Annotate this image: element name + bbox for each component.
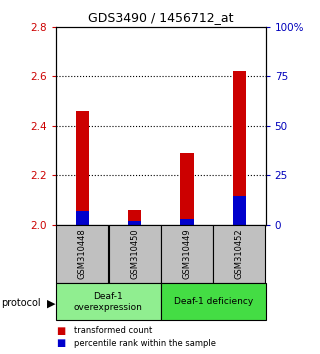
Title: GDS3490 / 1456712_at: GDS3490 / 1456712_at	[88, 11, 234, 24]
Text: ■: ■	[56, 326, 65, 336]
Text: ■: ■	[56, 338, 65, 348]
Bar	[233, 71, 246, 225]
Bar	[233, 196, 246, 225]
Bar	[56, 283, 161, 320]
Bar	[180, 153, 194, 225]
Text: percentile rank within the sample: percentile rank within the sample	[74, 339, 216, 348]
Text: protocol: protocol	[2, 298, 41, 308]
Text: GSM310450: GSM310450	[130, 229, 139, 279]
Bar	[56, 225, 108, 283]
Text: transformed count: transformed count	[74, 326, 152, 336]
Bar	[213, 225, 266, 283]
Text: Deaf-1 deficiency: Deaf-1 deficiency	[173, 297, 253, 306]
Text: GSM310448: GSM310448	[78, 229, 87, 279]
Bar	[161, 283, 266, 320]
Text: GSM310449: GSM310449	[182, 229, 191, 279]
Bar	[128, 221, 141, 225]
Text: GSM310452: GSM310452	[235, 229, 244, 279]
Text: Deaf-1
overexpression: Deaf-1 overexpression	[74, 292, 143, 312]
Bar	[161, 225, 213, 283]
Bar	[180, 218, 194, 225]
Bar	[76, 211, 89, 225]
Bar	[108, 225, 161, 283]
Bar	[76, 111, 89, 225]
Text: ▶: ▶	[47, 298, 56, 308]
Bar	[128, 210, 141, 225]
